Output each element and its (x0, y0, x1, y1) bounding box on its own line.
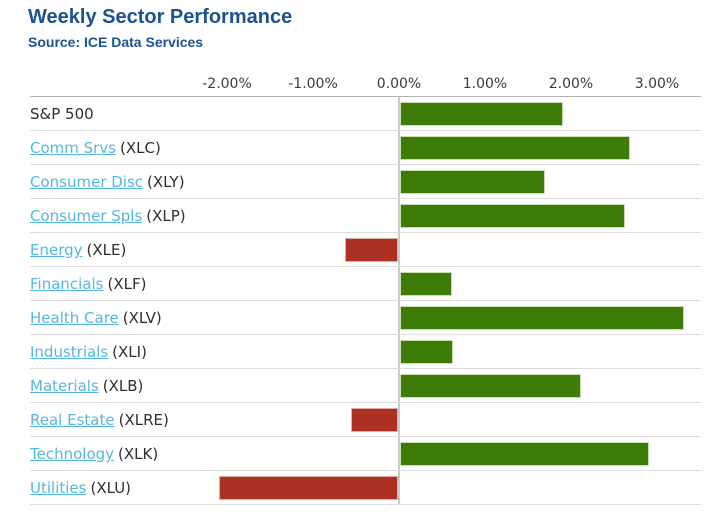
performance-bar (400, 442, 649, 466)
row-label: Industrials (XLI) (30, 335, 147, 369)
chart-row: Technology (XLK) (0, 437, 709, 471)
performance-bar (400, 272, 452, 296)
row-label: Consumer Spls (XLP) (30, 199, 186, 233)
x-tick-label: 3.00% (634, 76, 680, 92)
row-separator (30, 266, 701, 267)
chart-row: Materials (XLB) (0, 369, 709, 403)
sector-link[interactable]: Energy (30, 241, 83, 259)
row-separator (30, 504, 701, 505)
ticker-label: (XLC) (120, 139, 161, 157)
sector-link[interactable]: Financials (30, 275, 104, 293)
performance-bar (400, 340, 454, 364)
ticker-label: (XLV) (122, 309, 162, 327)
performance-bar (400, 374, 581, 398)
chart-row: Comm Srvs (XLC) (0, 131, 709, 165)
performance-bar (219, 476, 398, 500)
row-label: Utilities (XLU) (30, 471, 131, 505)
row-separator (30, 300, 701, 301)
row-separator (30, 198, 701, 199)
row-separator (30, 232, 701, 233)
x-tick-label: 1.00% (462, 76, 508, 92)
ticker-label: (XLF) (107, 275, 147, 293)
row-label: Consumer Disc (XLY) (30, 165, 185, 199)
x-tick-label: -1.00% (288, 76, 338, 92)
chart-row: Financials (XLF) (0, 267, 709, 301)
ticker-label: (XLB) (102, 377, 144, 395)
ticker-label: (XLE) (86, 241, 127, 259)
chart-row: Consumer Spls (XLP) (0, 199, 709, 233)
chart-row: S&P 500 (0, 97, 709, 131)
performance-bar (400, 204, 626, 228)
row-label: Comm Srvs (XLC) (30, 131, 161, 165)
sector-link[interactable]: Real Estate (30, 411, 115, 429)
chart-row: Consumer Disc (XLY) (0, 165, 709, 199)
ticker-label: (XLP) (146, 207, 186, 225)
row-separator (30, 334, 701, 335)
x-tick-label: 2.00% (548, 76, 594, 92)
performance-bar (400, 136, 630, 160)
x-axis-line (30, 96, 701, 97)
row-separator (30, 130, 701, 131)
ticker-label: (XLK) (118, 445, 159, 463)
chart-row: Utilities (XLU) (0, 471, 709, 505)
chart-title: Weekly Sector Performance (28, 6, 293, 28)
row-separator (30, 368, 701, 369)
ticker-label: (XLU) (90, 479, 132, 497)
rows-container: S&P 500 Comm Srvs (XLC) Consumer Disc (XLY… (0, 97, 709, 505)
performance-bar (400, 102, 564, 126)
row-label: Financials (XLF) (30, 267, 146, 301)
performance-bar (350, 408, 398, 432)
sector-link[interactable]: Utilities (30, 479, 87, 497)
row-label: Health Care (XLV) (30, 301, 162, 335)
ticker-label: (XLI) (112, 343, 147, 361)
sector-link[interactable]: Consumer Disc (30, 173, 144, 191)
chart-row: Energy (XLE) (0, 233, 709, 267)
row-label: Real Estate (XLRE) (30, 403, 169, 437)
row-label: S&P 500 (30, 97, 94, 131)
row-label: Materials (XLB) (30, 369, 143, 403)
x-tick-label: -2.00% (202, 76, 252, 92)
row-label: Energy (XLE) (30, 233, 126, 267)
sector-link[interactable]: Comm Srvs (30, 139, 117, 157)
ticker-label: (XLY) (147, 173, 185, 191)
chart-source: Source: ICE Data Services (28, 34, 204, 50)
zero-axis-line (398, 97, 400, 505)
row-separator (30, 402, 701, 403)
row-label: Technology (XLK) (30, 437, 158, 471)
row-separator (30, 470, 701, 471)
x-tick-label: 0.00% (376, 76, 422, 92)
performance-bar (400, 306, 684, 330)
sector-link[interactable]: Consumer Spls (30, 207, 143, 225)
ticker-label: (XLRE) (118, 411, 169, 429)
row-separator (30, 164, 701, 165)
sector-label: S&P 500 (30, 105, 94, 123)
sector-link[interactable]: Industrials (30, 343, 109, 361)
chart-row: Industrials (XLI) (0, 335, 709, 369)
chart-row: Real Estate (XLRE) (0, 403, 709, 437)
row-separator (30, 436, 701, 437)
performance-bar (344, 238, 398, 262)
chart-row: Health Care (XLV) (0, 301, 709, 335)
sector-link[interactable]: Technology (30, 445, 115, 463)
sector-link[interactable]: Materials (30, 377, 99, 395)
performance-bar (400, 170, 546, 194)
sector-link[interactable]: Health Care (30, 309, 119, 327)
